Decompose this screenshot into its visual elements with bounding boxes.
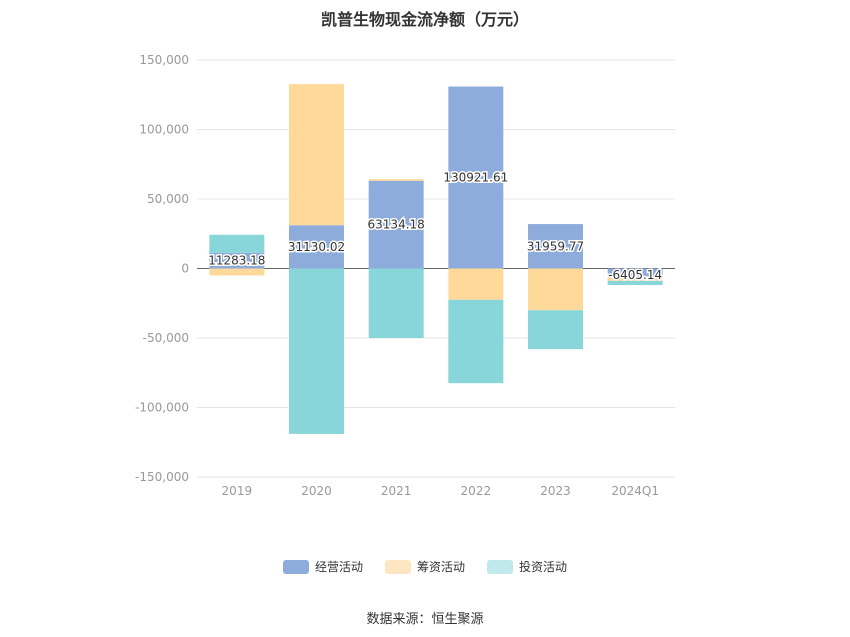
chart-title: 凯普生物现金流净额（万元） [320,10,529,29]
x-tick-label: 2019 [222,484,253,498]
legend-item-operating[interactable]: 经营活动 [282,558,363,575]
bar-segment [209,234,265,253]
legend-swatch [384,559,411,574]
data-label: 130921.61 [443,171,508,185]
y-tick-label: -50,000 [143,331,189,345]
data-label: 63134.18 [368,218,425,232]
y-tick-label: 0 [181,262,189,276]
legend-item-investing[interactable]: 投资活动 [487,558,567,575]
bar-segment [368,268,424,338]
x-tick-label: 2023 [540,484,571,498]
data-source: 数据来源：恒生聚源 [366,612,484,627]
bar-segment [289,225,344,269]
data-label: 11283.18 [208,254,265,268]
legend-label: 投资活动 [519,560,568,574]
x-tick-label: 2022 [461,484,492,498]
y-tick-label: 50,000 [147,192,189,206]
x-tick-label: 2021 [381,484,412,498]
data-label: 31959.77 [527,239,584,253]
bar-segment [448,268,504,300]
bar-segment [607,280,663,286]
bar-segment [448,86,504,269]
bar-chart: 150,000 100,000 50,000 0 -50,000 -100,000 -150… [135,53,675,498]
bar-segment [368,180,424,269]
bar-segment [289,84,344,226]
bar-segment [448,299,504,384]
bar-segment [528,310,583,350]
y-tick-label: 150,000 [139,53,189,67]
bar-segment [607,277,663,281]
bar-segment [289,268,344,434]
bar-segment [368,179,424,181]
bar-segment [209,268,265,276]
bar-segment [209,252,265,269]
y-tick-label: 100,000 [139,123,189,137]
data-label: -6405.14 [608,268,662,282]
chart-legend: 经营活动 筹资活动 投资活动 [0,558,850,575]
x-tick-label: 2024Q1 [611,484,659,498]
legend-item-financing[interactable]: 筹资活动 [384,558,465,575]
y-tick-label: -100,000 [135,401,189,415]
bar-segment [528,224,583,269]
x-tick-label: 2020 [301,484,332,498]
bar-segment [528,268,583,311]
legend-label: 筹资活动 [416,560,465,574]
legend-label: 经营活动 [314,560,363,574]
legend-swatch [282,559,309,574]
y-tick-label: -150,000 [135,470,189,484]
legend-swatch [487,559,513,574]
bar-segment [607,268,663,278]
data-label: 31130.02 [288,240,345,254]
